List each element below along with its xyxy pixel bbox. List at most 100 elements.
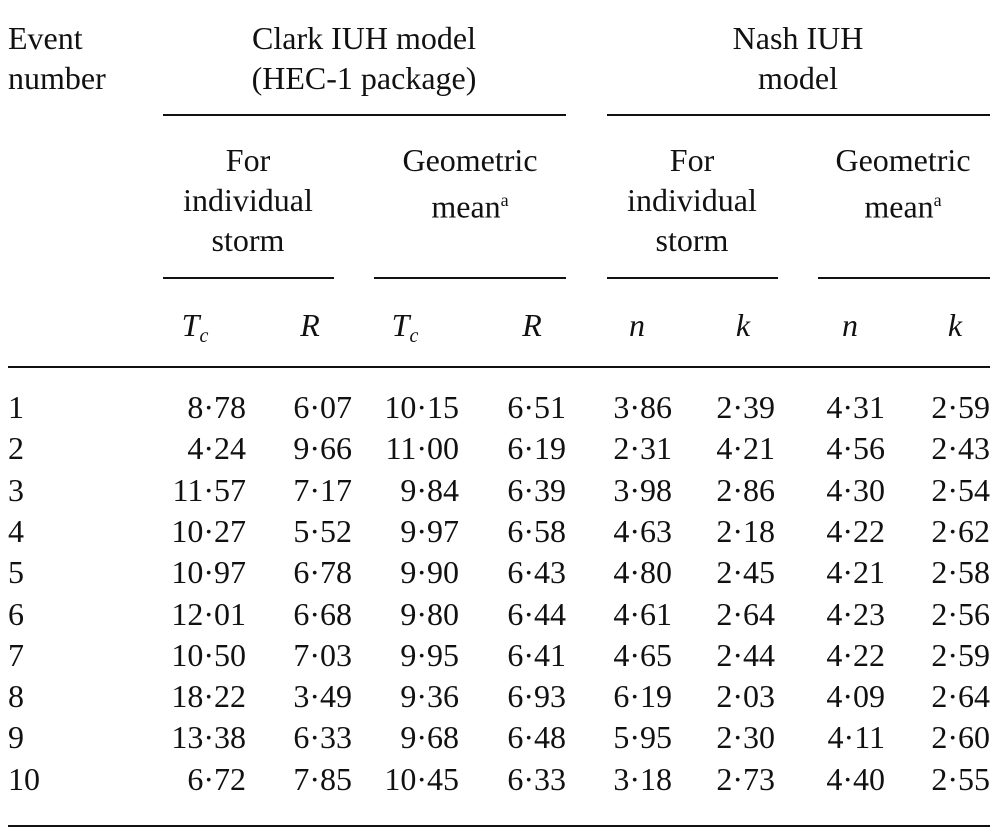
table-cell: 6·33 — [507, 760, 566, 797]
table-cell: 2·56 — [931, 595, 990, 632]
table-cell: 6·72 — [187, 760, 246, 797]
table-cell: 3·98 — [613, 471, 672, 508]
table-cell: 9·80 — [400, 595, 459, 632]
symbol-main: R — [300, 307, 320, 343]
rule — [163, 114, 566, 116]
event-number: 4 — [8, 512, 24, 549]
table-cell: 6·51 — [507, 389, 566, 425]
table-cell: 4·22 — [826, 512, 885, 549]
header-line: number — [8, 60, 106, 96]
table-cell: 11·57 — [172, 471, 246, 508]
column-symbol: k — [948, 305, 962, 345]
table-cell: 10·50 — [171, 636, 246, 673]
table-cell: 6·78 — [293, 554, 352, 591]
rule — [818, 277, 990, 279]
header-line: Nash IUH — [732, 20, 864, 56]
column-symbol: R — [522, 305, 542, 345]
footnote-mark: a — [500, 190, 509, 210]
header-line: For — [669, 142, 715, 178]
column-symbol: k — [736, 305, 750, 345]
event-number: 7 — [8, 636, 24, 673]
event-number: 3 — [8, 471, 24, 508]
rule — [374, 277, 566, 279]
table-cell: 4·09 — [826, 678, 885, 715]
table-cell: 2·43 — [931, 430, 990, 467]
table-cell: 2·58 — [931, 554, 990, 591]
geometric-mean-header: Geometric meana — [402, 140, 537, 227]
event-number: 9 — [8, 719, 24, 756]
table-cell: 2·64 — [716, 595, 775, 632]
table-cell: 6·93 — [507, 678, 566, 715]
symbol-main: n — [842, 307, 858, 343]
table-cell: 2·55 — [931, 760, 990, 797]
column-symbol: R — [300, 305, 320, 345]
footnote-mark: a — [933, 190, 942, 210]
table-cell: 6·39 — [507, 471, 566, 508]
table-cell: 5·95 — [613, 719, 672, 756]
table-cell: 4·56 — [826, 430, 885, 467]
table-cell: 2·31 — [613, 430, 672, 467]
header-line: For — [225, 142, 271, 178]
symbol-main: k — [735, 307, 751, 343]
rule — [8, 825, 990, 827]
table-cell: 5·52 — [293, 512, 352, 549]
table-cell: 4·22 — [826, 636, 885, 673]
header-line: storm — [211, 222, 285, 258]
table-cell: 4·30 — [826, 471, 885, 508]
table-cell: 6·44 — [507, 595, 566, 632]
table-cell: 7·17 — [293, 471, 352, 508]
table-cell: 4·11 — [827, 719, 885, 756]
table-cell: 7·85 — [293, 760, 352, 797]
event-number: 6 — [8, 595, 24, 632]
nash-group-header: Nash IUH model — [733, 18, 864, 98]
table-cell: 4·24 — [187, 430, 246, 467]
header-line: Event — [8, 20, 83, 56]
event-number: 1 — [8, 389, 24, 425]
table-cell: 12·01 — [171, 595, 246, 632]
table-cell: 2·54 — [931, 471, 990, 508]
table-cell: 10·15 — [384, 389, 459, 425]
event-number: 8 — [8, 678, 24, 715]
table-cell: 2·45 — [716, 554, 775, 591]
individual-storm-header: For individual storm — [627, 140, 757, 260]
table-cell: 2·64 — [931, 678, 990, 715]
geometric-mean-header: Geometric meana — [835, 140, 970, 227]
table-cell: 2·18 — [716, 512, 775, 549]
table-cell: 2·59 — [931, 389, 990, 425]
symbol-main: T — [181, 307, 200, 343]
table-cell: 4·63 — [613, 512, 672, 549]
table-cell: 4·65 — [613, 636, 672, 673]
table-cell: 4·31 — [826, 389, 885, 425]
column-symbol: n — [629, 305, 645, 345]
table-cell: 4·80 — [613, 554, 672, 591]
table-cell: 9·84 — [400, 471, 459, 508]
symbol-main: R — [522, 307, 542, 343]
event-number-header: Event number — [8, 18, 106, 98]
table-cell: 2·73 — [716, 760, 775, 797]
table-cell: 9·97 — [400, 512, 459, 549]
symbol-subscript: c — [409, 325, 419, 347]
header-line: storm — [655, 222, 729, 258]
table-cell: 10·27 — [171, 512, 246, 549]
column-symbol: Tc — [182, 305, 209, 356]
rule — [163, 277, 334, 279]
table-cell: 6·41 — [507, 636, 566, 673]
table-cell: 2·59 — [931, 636, 990, 673]
header-text: mean — [864, 188, 934, 225]
table-cell: 9·68 — [400, 719, 459, 756]
symbol-main: k — [947, 307, 963, 343]
table-cell: 4·21 — [826, 554, 885, 591]
table-cell: 10·45 — [384, 760, 459, 797]
table-cell: 2·30 — [716, 719, 775, 756]
header-line: Geometric — [402, 142, 538, 178]
table-cell: 6·19 — [613, 678, 672, 715]
symbol-main: T — [391, 307, 410, 343]
table-cell: 18·22 — [171, 678, 246, 715]
table-cell: 2·03 — [716, 678, 775, 715]
clark-group-header: Clark IUH model (HEC-1 package) — [252, 18, 477, 98]
symbol-main: n — [629, 307, 645, 343]
header-text: mean — [431, 188, 501, 225]
column-symbol: n — [842, 305, 858, 345]
symbol-subscript: c — [199, 325, 209, 347]
table-cell: 2·86 — [716, 471, 775, 508]
